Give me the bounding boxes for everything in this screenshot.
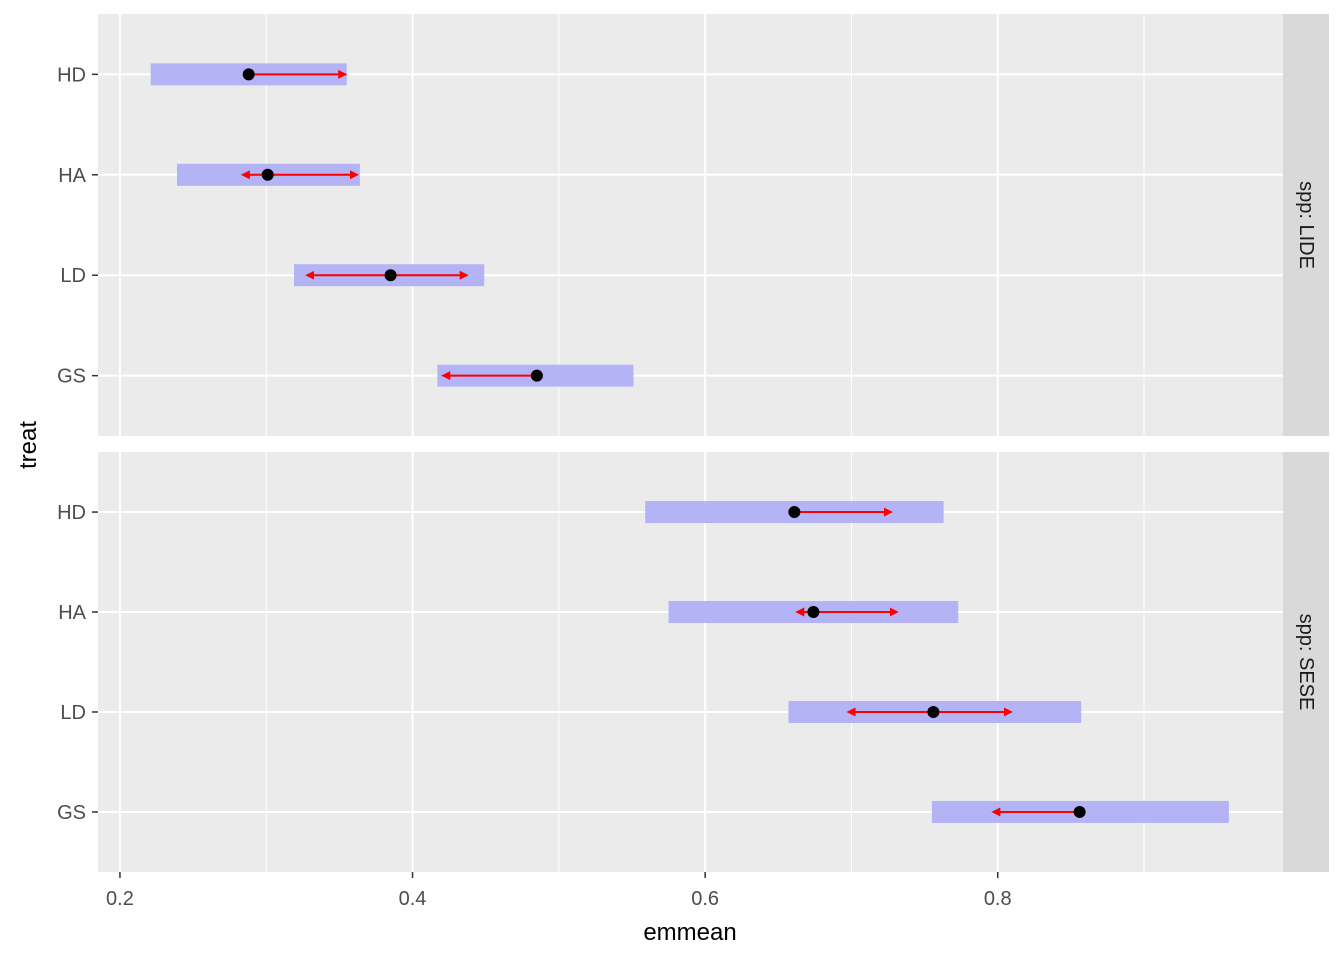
row-HD: [150, 63, 348, 86]
row-HD: [645, 501, 944, 524]
facet-strip: [1283, 452, 1329, 872]
facet-strip-label: spp: SESE: [1295, 614, 1317, 711]
emmean-point: [788, 506, 801, 519]
x-axis-title: emmean: [643, 919, 736, 946]
panel-2: HD HA LD GS spp: SESE: [57, 452, 1329, 872]
emmean-point: [261, 168, 274, 181]
row-HA: [177, 163, 360, 186]
y-tick-label: GS: [57, 802, 86, 824]
emmean-point: [242, 68, 255, 81]
y-tick-label: HD: [57, 502, 86, 524]
y-tick-label: LD: [60, 702, 86, 724]
emmean-point: [927, 705, 940, 718]
emmean-point: [807, 606, 820, 619]
row-LD: [788, 700, 1082, 723]
y-tick-label: HD: [57, 64, 86, 86]
emmean-point: [530, 369, 543, 382]
row-LD: [294, 264, 485, 287]
facet-strip: [1283, 14, 1329, 436]
panel-1: HD HA LD GS spp: LIDE: [57, 14, 1329, 436]
emmean-point: [384, 269, 397, 282]
y-tick-label: LD: [60, 265, 86, 287]
y-tick-label: HA: [58, 165, 86, 187]
row-HA: [668, 601, 959, 624]
panels-layer: HD HA LD GS spp: LIDE HD HA LD GS spp: SESE: [57, 14, 1329, 872]
x-tick-label: 0.6: [691, 888, 719, 910]
row-GS: [437, 364, 634, 387]
row-GS: [931, 800, 1229, 823]
y-tick-label: HA: [58, 602, 86, 624]
x-tick-label: 0.2: [106, 888, 134, 910]
y-axis-title: treat: [15, 421, 42, 469]
x-tick-label: 0.8: [984, 888, 1012, 910]
y-tick-label: GS: [57, 366, 86, 388]
facet-strip-label: spp: LIDE: [1295, 181, 1317, 269]
x-tick-label: 0.4: [399, 888, 427, 910]
emmean-point: [1073, 805, 1086, 818]
x-axis: 0.2 0.4 0.6 0.8: [106, 872, 1012, 910]
